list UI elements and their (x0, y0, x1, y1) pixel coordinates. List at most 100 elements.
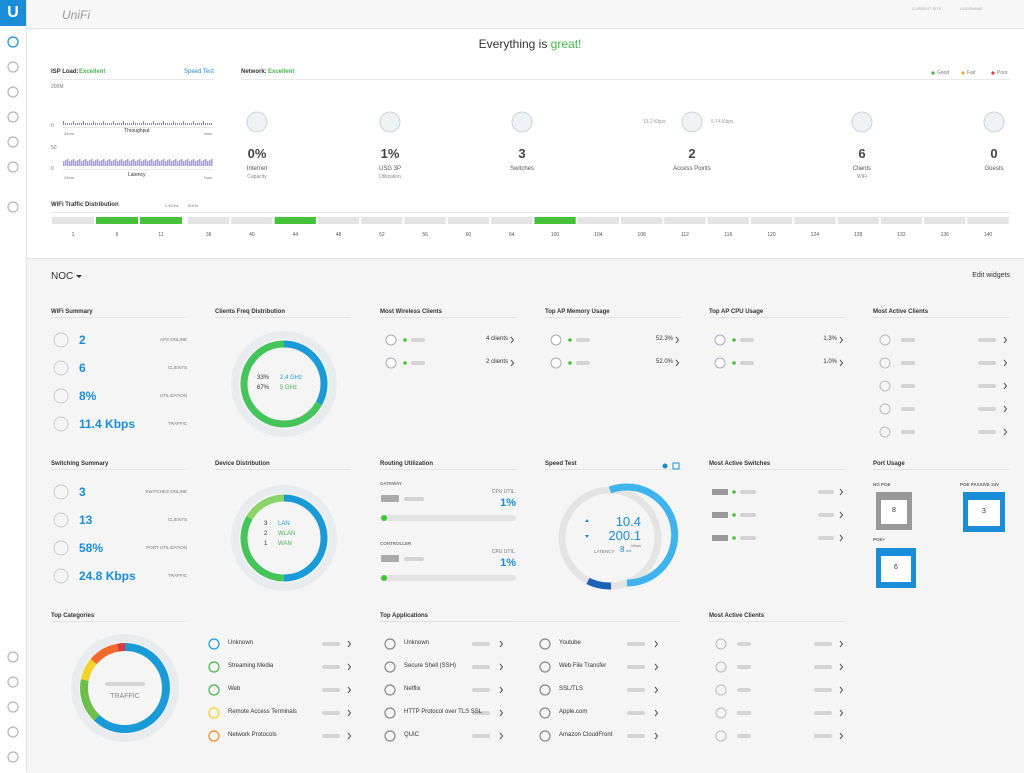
chevron (675, 359, 680, 367)
latency-bar (157, 159, 159, 166)
widget-title: Switching Summary (51, 461, 109, 467)
nav-icon (7, 161, 19, 173)
app-icon (539, 707, 551, 719)
divider (51, 469, 187, 470)
app-icon (539, 730, 551, 742)
channel-bar (447, 217, 490, 224)
speed-test-link[interactable]: Speed Test (184, 69, 214, 75)
channel-label: 116 (724, 232, 733, 238)
category-arc (80, 643, 170, 733)
status-dot (732, 490, 736, 494)
latency-bar (203, 160, 205, 166)
chevron (510, 359, 515, 367)
widget-title: Most Active Clients (873, 309, 929, 315)
network-sub: Utilization (379, 174, 401, 180)
logo-mark[interactable]: U (0, 0, 26, 26)
channel-label: 40 (249, 232, 255, 238)
latency-bar (155, 160, 157, 166)
chevron (839, 359, 844, 367)
channel-label: 140 (983, 232, 993, 238)
latency-bar (117, 161, 119, 166)
edit-widgets[interactable]: Edit widgets (972, 272, 1010, 279)
latency-bar (89, 160, 91, 166)
throughput-bar (175, 123, 176, 125)
latency-bar (109, 159, 111, 166)
donut-segment (240, 494, 328, 582)
throughput-bar (89, 123, 90, 125)
chart-label: Throughput (124, 128, 150, 134)
network-label: Access Points (673, 166, 711, 172)
status: Everything is great! (0, 37, 1024, 51)
port-group-label: POE+ (873, 537, 886, 542)
status-highlight: great! (550, 37, 582, 51)
isp-status: Excellent (79, 69, 106, 75)
latency-bar (199, 159, 201, 166)
divider (51, 212, 1010, 213)
divider (873, 469, 1009, 470)
blurred-text (737, 711, 751, 715)
switch-icon (712, 512, 728, 518)
throughput-bar (145, 123, 146, 125)
latency-bar (169, 159, 171, 166)
latency-bar (103, 159, 105, 166)
category-name: Remote Access Terminals (228, 709, 297, 715)
blurred-text (978, 430, 996, 434)
latency-bar (165, 161, 167, 166)
latency-bar (149, 160, 151, 166)
latency-bar (185, 160, 187, 166)
latency-bar (91, 159, 93, 166)
blurred-text (818, 490, 834, 494)
port-count: 3 (982, 508, 986, 515)
status-dot (732, 513, 736, 517)
blurred-text (978, 384, 996, 388)
donut-value: 3 (264, 521, 268, 527)
donut-label: WAN (278, 541, 292, 547)
latency-label: LATENCY (594, 549, 615, 554)
throughput-bar (199, 123, 200, 125)
channel-bar (534, 217, 576, 224)
blurred-text (411, 361, 425, 365)
nav-icon (7, 111, 19, 123)
throughput-bar (73, 121, 74, 125)
channel-label: 36 (205, 232, 212, 238)
throughput-bar (141, 123, 142, 125)
category-name: Unknown (228, 640, 254, 646)
sidebar (0, 0, 27, 772)
row-value: 1.3% (823, 336, 837, 342)
latency-bar (209, 160, 211, 166)
latency-bar (97, 159, 99, 166)
latency-bar (183, 161, 185, 166)
device-icon (550, 357, 562, 369)
blurred-text (814, 642, 832, 646)
category-icon (208, 730, 220, 742)
app-name: Unknown (404, 640, 430, 646)
isp-title: ISP Load: (51, 69, 79, 75)
band-label: 5GHz (188, 203, 199, 208)
axis-label: 0 (51, 166, 54, 172)
chevron (1003, 336, 1008, 344)
app-icon (384, 730, 396, 742)
latency-bar (195, 161, 197, 166)
throughput-bar (139, 123, 140, 125)
axis-label: 24hrs (64, 175, 75, 180)
divider (51, 621, 187, 622)
throughput-bar (75, 123, 76, 125)
latency-bar (181, 159, 183, 166)
summary-value: 24.8 Kbps (79, 569, 136, 583)
legend-label: Fair (967, 70, 976, 76)
divider (873, 317, 1009, 318)
channel-label: 100 (550, 232, 560, 238)
channel-bar (96, 217, 138, 224)
network-icon (246, 111, 268, 133)
network-value: 2 (688, 146, 696, 161)
client-icon (879, 380, 891, 392)
donut-outer (231, 485, 337, 591)
port-count: 6 (894, 564, 898, 571)
latency-bar (211, 159, 213, 166)
throughput-bar (183, 121, 184, 125)
summary-icon (53, 388, 69, 404)
throughput-bar (93, 121, 94, 125)
status-dot (732, 338, 736, 342)
blurred-text (737, 642, 751, 646)
latency-bar (153, 161, 155, 166)
